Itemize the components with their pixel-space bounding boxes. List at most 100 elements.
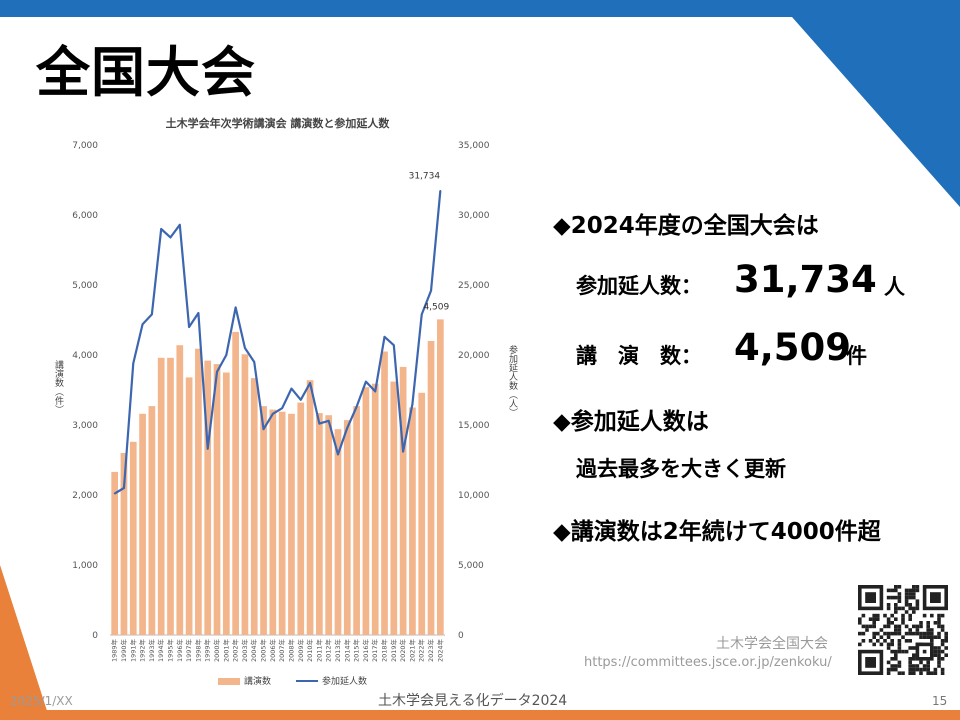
bar-1998年 xyxy=(195,348,202,635)
line-point-1989年 xyxy=(113,492,116,495)
y-left-tick-label: 6,000 xyxy=(72,211,98,221)
attendance-unit: 人 xyxy=(884,275,905,299)
footer-date: 2025/1/XX xyxy=(10,694,73,708)
x-tick-label: 2008年 xyxy=(286,639,295,663)
x-tick-label: 1993年 xyxy=(147,639,156,663)
bar-2012年 xyxy=(325,415,333,635)
y-right-tick-label: 25,000 xyxy=(458,281,490,291)
corner-decoration-bottom-left xyxy=(0,565,50,720)
bullet-2024-summary: ◆2024年度の全国大会は xyxy=(553,213,819,239)
attendance-value: 31,734 xyxy=(734,258,877,301)
y-right-tick-label: 10,000 xyxy=(458,491,490,501)
x-tick-label: 2007年 xyxy=(277,639,286,663)
line-point-1992年 xyxy=(141,323,144,325)
x-tick-label: 1998年 xyxy=(193,639,202,663)
talks-value: 4,509 xyxy=(734,326,852,369)
bar-2018年 xyxy=(381,351,388,635)
x-tick-label: 1997年 xyxy=(184,639,193,663)
x-tick-label: 1995年 xyxy=(165,639,174,663)
bar-1991年 xyxy=(129,441,137,635)
bar-2002年 xyxy=(232,331,239,635)
y-right-tick-label: 20,000 xyxy=(458,351,490,361)
line-point-1996年 xyxy=(178,224,181,226)
legend-label-talks: 講演数 xyxy=(244,675,271,687)
x-tick-label: 2005年 xyxy=(259,639,268,663)
bar-1994年 xyxy=(157,357,165,635)
line-point-2018年 xyxy=(383,336,386,338)
y-right-tick-label: 30,000 xyxy=(458,211,490,221)
x-tick-label: 2009年 xyxy=(296,639,305,663)
bar-1996年 xyxy=(176,345,184,635)
line-point-2006年 xyxy=(272,413,274,415)
line-point-1997年 xyxy=(188,326,190,328)
legend-label-attendance: 参加延人数 xyxy=(322,675,367,687)
bar-1993年 xyxy=(148,406,156,635)
bar-1997年 xyxy=(185,377,193,635)
line-point-1994年 xyxy=(160,228,162,230)
x-tick-label: 2001年 xyxy=(221,639,230,663)
line-point-1993年 xyxy=(151,313,153,316)
bullet-talks-over-4000: ◆講演数は2年続けて4000件超 xyxy=(553,519,881,545)
bar-2016年 xyxy=(362,387,370,635)
top-accent-bar xyxy=(0,0,960,17)
x-tick-label: 2004年 xyxy=(249,639,258,663)
y-left-axis-title: 講演数（件） xyxy=(53,359,64,414)
x-tick-label: 2014年 xyxy=(342,639,351,663)
chart-title: 土木学会年次学術講演会 講演数と参加延人数 xyxy=(166,116,391,130)
x-tick-label: 2012年 xyxy=(324,639,333,663)
line-point-2014年 xyxy=(346,427,349,429)
footer-url-link[interactable]: https://committees.jsce.or.jp/zenkoku/ xyxy=(584,655,832,670)
chart-container: 土木学会年次学術講演会 講演数と参加延人数 0 1,000 2,000 3,000 4,0… xyxy=(40,108,530,698)
page-title: 全国大会 xyxy=(36,41,256,104)
y-left-tick-label: 7,000 xyxy=(72,141,98,151)
line-point-2011年 xyxy=(318,422,321,425)
bar-2007年 xyxy=(278,411,286,635)
line-point-2009年 xyxy=(299,399,302,401)
x-tick-label: 1994年 xyxy=(156,639,165,663)
line-point-2021年 xyxy=(411,403,414,405)
x-tick-label: 2013年 xyxy=(333,639,342,663)
attendance-data-label: 31,734 xyxy=(409,172,441,182)
bar-2022年 xyxy=(418,392,426,635)
bar-2010年 xyxy=(306,380,314,635)
bar-2023年 xyxy=(427,341,435,635)
bar-2003年 xyxy=(241,354,249,635)
bar-2006年 xyxy=(269,409,277,635)
line-point-2022年 xyxy=(420,313,423,316)
bar-1995年 xyxy=(167,357,174,635)
bar-2005年 xyxy=(260,406,267,635)
line-point-2015年 xyxy=(355,406,358,408)
x-tick-label: 1996年 xyxy=(175,639,184,663)
x-tick-label: 2017年 xyxy=(370,639,379,663)
qr-code-icon[interactable] xyxy=(858,585,948,675)
bar-2009年 xyxy=(297,402,305,635)
bar-2020年 xyxy=(399,366,407,635)
bar-1990年 xyxy=(120,453,128,635)
y-right-tick-label: 5,000 xyxy=(458,561,484,571)
talks-label: 講 演 数： xyxy=(576,344,702,368)
y-left-tick-label: 4,000 xyxy=(72,351,98,361)
x-tick-label: 1989年 xyxy=(110,639,119,663)
bar-1999年 xyxy=(204,360,212,635)
x-tick-label: 2011年 xyxy=(314,639,323,663)
line-point-1991年 xyxy=(132,362,135,365)
bar-2014年 xyxy=(343,420,351,635)
x-tick-label: 2021年 xyxy=(407,639,416,663)
line-point-2002年 xyxy=(234,306,237,309)
x-tick-label: 2003年 xyxy=(240,639,249,663)
y-right-tick-label: 15,000 xyxy=(458,421,490,431)
line-point-2003年 xyxy=(244,347,246,349)
y-right-tick-label: 35,000 xyxy=(458,141,490,151)
x-tick-label: 2020年 xyxy=(398,639,407,663)
line-point-2017年 xyxy=(374,390,377,393)
bar-1989年 xyxy=(111,471,119,635)
x-tick-label: 2023年 xyxy=(426,639,435,663)
x-tick-label: 2024年 xyxy=(435,639,444,663)
line-point-2007年 xyxy=(281,407,283,410)
bar-2021年 xyxy=(409,407,416,635)
x-tick-label: 1990年 xyxy=(119,639,128,663)
footer-caption: 土木学会見える化データ2024 xyxy=(378,693,568,709)
line-point-2001年 xyxy=(225,354,228,356)
bar-2000年 xyxy=(213,364,221,635)
bar-2017年 xyxy=(371,383,379,635)
